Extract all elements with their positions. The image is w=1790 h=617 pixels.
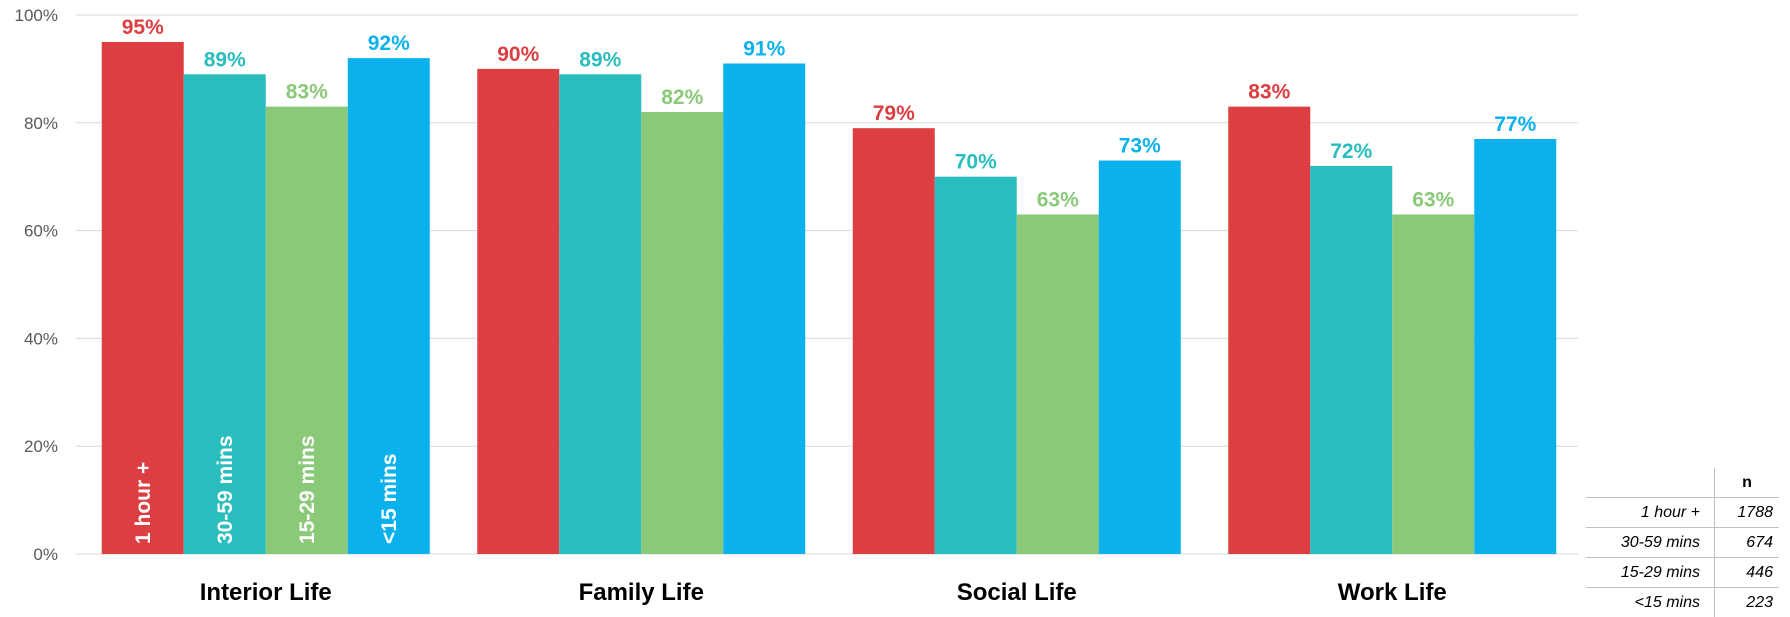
bar xyxy=(1099,161,1181,554)
data-label: 90% xyxy=(497,43,539,66)
y-tick-label: 0% xyxy=(33,545,58,564)
bar xyxy=(1017,214,1099,554)
y-tick-label: 40% xyxy=(24,329,58,348)
data-label: 63% xyxy=(1412,188,1454,211)
series-label: 30-59 mins xyxy=(214,435,237,544)
bar xyxy=(1310,166,1392,554)
bar xyxy=(1228,107,1310,554)
bar xyxy=(477,69,559,554)
n-table-row: 30-59 mins 674 xyxy=(1586,528,1779,558)
bar xyxy=(559,74,641,554)
data-label: 72% xyxy=(1330,140,1372,163)
n-table-row: 1 hour + 1788 xyxy=(1586,498,1779,528)
bar xyxy=(935,177,1017,554)
n-table-label: 1 hour + xyxy=(1586,498,1715,528)
sample-size-table: n 1 hour + 1788 30-59 mins 674 15-29 min… xyxy=(1586,468,1779,617)
n-table-value: 446 xyxy=(1715,558,1780,588)
n-table-header: n xyxy=(1715,468,1780,498)
bar xyxy=(853,128,935,554)
data-label: 77% xyxy=(1494,113,1536,136)
data-label: 95% xyxy=(122,16,164,39)
n-table-row: 15-29 mins 446 xyxy=(1586,558,1779,588)
y-axis-ticks: 0% 20% 40% 60% 80% 100% xyxy=(15,6,58,564)
data-label: 91% xyxy=(743,38,785,61)
x-axis-categories: Interior Life Family Life Social Life Work … xyxy=(200,579,1447,606)
data-label: 89% xyxy=(204,48,246,71)
category-label: Interior Life xyxy=(200,579,332,606)
n-table-corner xyxy=(1586,468,1715,498)
series-label: <15 mins xyxy=(378,454,401,544)
bar xyxy=(641,112,723,554)
data-label: 83% xyxy=(286,81,328,104)
n-table-label: 30-59 mins xyxy=(1586,528,1715,558)
data-label: 73% xyxy=(1119,135,1161,158)
n-table-value: 1788 xyxy=(1715,498,1780,528)
bar xyxy=(1474,139,1556,554)
data-label: 63% xyxy=(1037,188,1079,211)
y-tick-label: 20% xyxy=(24,437,58,456)
data-label: 83% xyxy=(1248,81,1290,104)
n-table-row: <15 mins 223 xyxy=(1586,588,1779,617)
y-tick-label: 80% xyxy=(24,114,58,133)
series-label: 1 hour + xyxy=(132,462,155,544)
n-table-label: <15 mins xyxy=(1586,588,1715,617)
bar xyxy=(1392,214,1474,554)
n-table-label: 15-29 mins xyxy=(1586,558,1715,588)
series-label: 15-29 mins xyxy=(296,435,319,544)
y-tick-label: 100% xyxy=(15,6,58,25)
data-label: 89% xyxy=(579,48,621,71)
data-label: 92% xyxy=(368,32,410,55)
data-label: 70% xyxy=(955,151,997,174)
n-table-value: 674 xyxy=(1715,528,1780,558)
n-table-header-row: n xyxy=(1586,468,1779,498)
category-label: Social Life xyxy=(957,579,1077,606)
bars xyxy=(102,42,1557,554)
bar xyxy=(723,64,805,554)
n-table-value: 223 xyxy=(1715,588,1780,617)
data-label: 82% xyxy=(661,86,703,109)
category-label: Family Life xyxy=(579,579,704,606)
y-tick-label: 60% xyxy=(24,222,58,241)
category-label: Work Life xyxy=(1338,579,1447,606)
data-label: 79% xyxy=(873,102,915,125)
